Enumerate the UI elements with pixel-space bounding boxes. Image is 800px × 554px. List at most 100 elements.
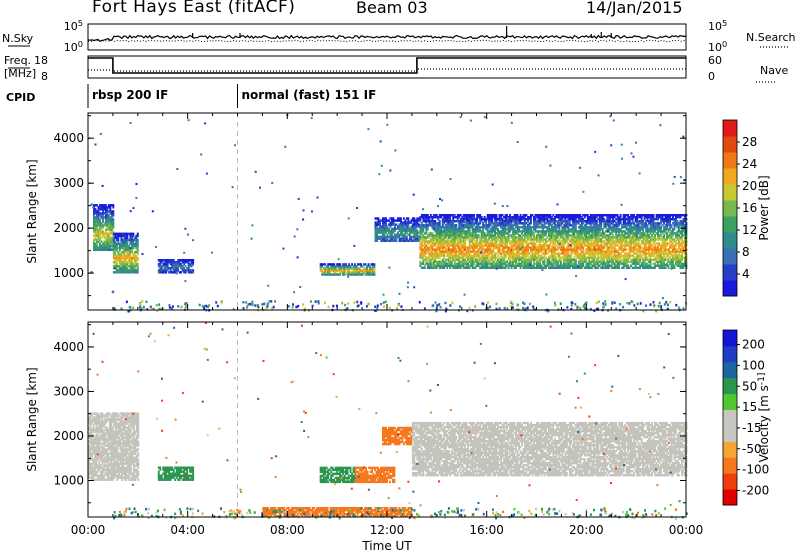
echo-cell [431,224,434,227]
echo-cell [435,230,438,233]
echo-cell [135,236,138,240]
echo-cell [434,216,437,219]
echo-cell [408,231,411,234]
echo-cell [385,231,387,234]
echo-cell [107,226,110,229]
echo-cell [385,221,387,224]
echo-cell [423,244,426,247]
echo-cell [422,250,425,253]
echo-cell [115,271,118,274]
echo-cell [397,217,399,220]
echo-cell [352,267,355,270]
echo-cell [102,224,104,227]
echo-cell [372,269,374,272]
echo-cell [181,267,184,270]
echo-cell [419,224,422,227]
echo-cell [124,236,127,240]
nave-tick-bottom: 0 [708,70,715,83]
echo-cell [382,235,384,239]
echo-cell [426,258,429,261]
echo-cell [410,221,413,224]
echo-cell [126,269,129,272]
echo-cell [423,258,426,261]
echo-cell [117,265,120,268]
echo-cell [165,261,168,264]
echo-cell [400,233,402,236]
echo-cell [94,232,97,235]
echo-cell [438,252,441,255]
echo-cell [322,263,325,266]
echo-cell [429,234,432,237]
echo-cell [94,244,97,248]
echo-cell [136,269,139,272]
echo-cell [434,248,437,251]
echo-cell [394,237,396,241]
echo-cell [414,229,417,232]
echo-cell [530,222,532,225]
echo-cell [100,216,103,219]
echo-cell [189,265,192,268]
echo-cell [407,217,410,220]
echo-cell [397,235,399,239]
echo-cell [123,238,126,242]
echo-cell [379,229,381,232]
echo-cell [106,218,109,221]
echo-cell [348,267,350,270]
echo-cell [319,263,322,266]
echo-cell [432,260,435,263]
echo-cell [117,269,120,272]
echo-cell [94,222,97,225]
echo-cell [425,226,428,229]
echo-cell [99,232,101,235]
echo-cell [132,252,135,256]
echo-cell [133,256,136,260]
echo-cell [405,231,408,234]
echo-cell [190,265,193,268]
echo-cell [129,265,132,268]
echo-cell [425,240,428,243]
echo-cell [429,214,432,217]
echo-cell [336,263,339,266]
echo-cell [106,246,109,250]
echo-cell [104,216,107,219]
echo-cell [382,223,384,226]
echo-cell [374,231,377,234]
echo-cell [404,219,407,222]
echo-cell [408,235,411,239]
echo-cell [437,246,440,249]
echo-cell [438,216,441,219]
echo-cell [160,259,163,262]
echo-cell [162,259,165,262]
echo-cell [426,216,429,219]
echo-cell [168,267,171,270]
echo-cell [373,263,376,266]
echo-cell [489,246,492,249]
echo-cell [110,244,113,248]
echo-cell [423,242,426,245]
echo-cell [420,222,423,225]
echo-cell [413,219,416,222]
echo-cell [104,238,107,241]
echo-cell [109,216,112,219]
echo-cell [416,223,419,226]
echo-cell [100,248,103,252]
echo-cell [127,261,130,264]
echo-cell [425,236,428,239]
echo-cell [120,265,123,268]
echo-cell [121,232,124,236]
echo-cell [426,234,429,237]
echo-cell [498,246,501,249]
echo-cell [132,242,135,246]
echo-cell [435,232,438,235]
echo-cell [425,260,428,263]
echo-cell [423,254,426,257]
echo-cell [435,260,438,263]
echo-cell [618,264,621,268]
echo-cell [322,271,325,274]
echo-cell [398,229,401,232]
echo-cell [135,238,138,242]
echo-cell [110,238,113,241]
echo-cell [398,217,401,220]
echo-cell [423,226,426,229]
echo-cell [93,220,95,223]
